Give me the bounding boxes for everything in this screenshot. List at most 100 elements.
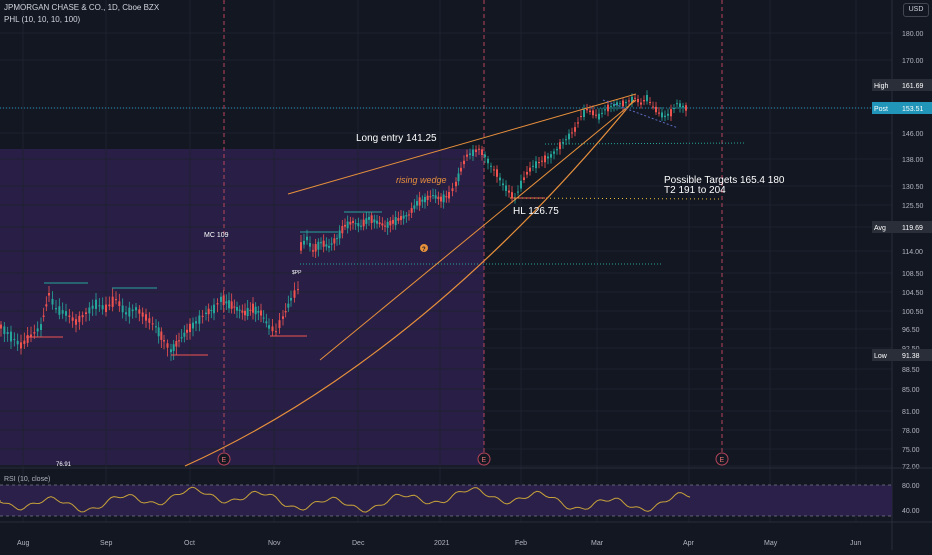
candle-body — [598, 113, 600, 120]
candle-body — [541, 160, 543, 162]
candle-body — [682, 105, 684, 108]
candle-body — [330, 243, 333, 245]
candle-body — [333, 238, 336, 244]
candle-body — [559, 142, 561, 150]
time-tick: Sep — [100, 540, 113, 547]
candle-body — [568, 133, 570, 140]
candle-body — [71, 317, 74, 321]
candle-body — [457, 173, 460, 182]
candle-body — [195, 321, 197, 324]
candle-body — [3, 326, 6, 335]
candle-body — [352, 220, 354, 223]
candle-body — [526, 171, 528, 175]
candle-body — [175, 341, 178, 347]
candle-body — [0, 324, 2, 329]
candle-body — [284, 310, 287, 313]
candle-body — [368, 216, 370, 220]
candle-body — [148, 318, 151, 323]
candle-body — [183, 332, 186, 337]
candle-body — [373, 219, 376, 223]
price-tick: 138.00 — [902, 157, 924, 164]
candle-body — [574, 127, 576, 132]
time-tick: Jun — [850, 540, 861, 547]
candle-body — [338, 230, 341, 239]
rsi-band — [0, 485, 892, 516]
mc-label: MC 109 — [204, 232, 229, 239]
earnings-icon[interactable] — [715, 452, 729, 466]
candle-body — [268, 325, 270, 329]
candle-body — [346, 221, 349, 229]
candle-body — [565, 139, 567, 141]
candle-body — [265, 321, 268, 324]
candle-body — [78, 315, 81, 323]
candle-body — [198, 315, 201, 324]
candle-body — [131, 309, 134, 312]
candle-body — [595, 114, 597, 116]
candle-body — [389, 220, 392, 226]
candle-body — [230, 301, 233, 309]
time-tick: Oct — [184, 540, 195, 547]
candle-body — [397, 218, 400, 221]
candle-body — [40, 324, 42, 330]
candle-body — [172, 344, 175, 352]
price-tick: 88.50 — [902, 367, 920, 374]
candle-body — [222, 295, 225, 306]
candle-body — [257, 310, 260, 313]
long-entry-label: Long entry 141.25 — [356, 133, 437, 144]
candle-body — [42, 315, 45, 317]
candle-body — [306, 236, 308, 241]
earnings-letter: E — [720, 457, 725, 464]
time-tick: May — [764, 540, 778, 547]
earnings-icon[interactable] — [217, 452, 231, 466]
candle-body — [293, 290, 296, 298]
candle-body — [661, 112, 663, 118]
high-badge — [892, 79, 932, 91]
candle-body — [496, 169, 498, 177]
candle-body — [260, 310, 262, 316]
candle-body — [634, 97, 636, 99]
candle-body — [88, 307, 91, 314]
candle-body — [138, 309, 141, 314]
candle-body — [478, 148, 480, 150]
wedge-lower — [319, 99, 637, 361]
candle-body — [61, 310, 64, 314]
candle-body — [213, 304, 215, 314]
question-icon[interactable] — [420, 244, 428, 252]
candle-body — [115, 299, 117, 301]
candle-body — [481, 149, 483, 156]
candle-body — [628, 100, 630, 102]
candle-body — [408, 214, 410, 216]
candle-body — [360, 225, 362, 227]
candle-body — [418, 197, 421, 206]
candle-body — [163, 340, 165, 342]
candle-body — [238, 309, 241, 311]
question-mark: ? — [422, 247, 426, 253]
candle-body — [432, 195, 434, 197]
candle-body — [166, 343, 169, 348]
candle-body — [547, 156, 549, 159]
price-tick: 104.50 — [902, 290, 924, 297]
candle-body — [442, 194, 445, 203]
time-tick: Dec — [352, 540, 365, 547]
candle-body — [538, 162, 540, 164]
currency-button[interactable]: USD — [903, 3, 929, 17]
candle-body — [210, 309, 213, 311]
candle-body — [463, 160, 465, 165]
rsi-line — [0, 486, 691, 513]
candle-body — [128, 307, 131, 317]
candle-body — [20, 342, 22, 349]
candle-body — [556, 149, 558, 151]
candle-body — [386, 221, 389, 228]
candle-body — [145, 314, 147, 321]
candle-body — [553, 151, 555, 154]
candle-body — [640, 102, 642, 105]
price-tick: 96.50 — [902, 327, 920, 334]
candle-body — [381, 223, 384, 226]
candle-body — [394, 217, 397, 226]
candle-body — [499, 177, 501, 181]
earnings-icon[interactable] — [477, 452, 491, 466]
avg-label: Avg — [874, 225, 886, 232]
candle-body — [141, 312, 144, 317]
